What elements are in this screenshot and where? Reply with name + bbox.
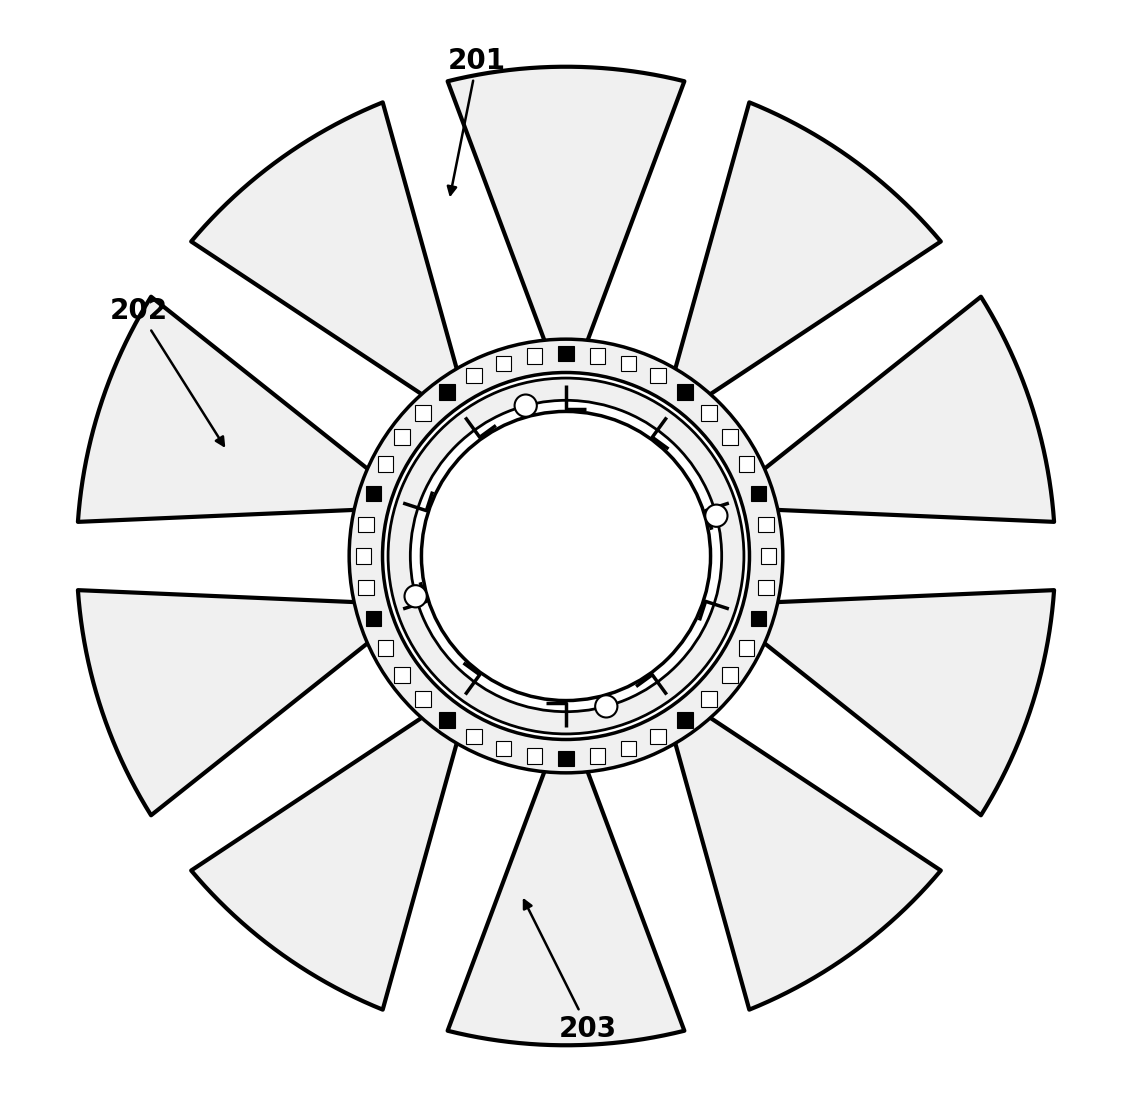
Polygon shape: [590, 348, 606, 364]
Circle shape: [515, 395, 537, 417]
Polygon shape: [758, 579, 773, 595]
Polygon shape: [761, 548, 777, 564]
Polygon shape: [378, 641, 394, 656]
Polygon shape: [366, 486, 381, 502]
Polygon shape: [526, 748, 542, 764]
Polygon shape: [751, 486, 766, 502]
Text: 201: 201: [448, 47, 506, 195]
Polygon shape: [496, 356, 512, 371]
Polygon shape: [359, 517, 374, 533]
Polygon shape: [466, 728, 482, 744]
Polygon shape: [702, 405, 717, 420]
Polygon shape: [746, 297, 1054, 522]
Polygon shape: [394, 667, 410, 683]
Polygon shape: [677, 385, 693, 400]
Polygon shape: [496, 741, 512, 756]
Polygon shape: [758, 517, 773, 533]
Polygon shape: [378, 456, 394, 471]
Polygon shape: [415, 692, 430, 707]
Circle shape: [404, 585, 427, 607]
Circle shape: [595, 695, 617, 717]
Circle shape: [421, 411, 711, 701]
Polygon shape: [722, 429, 738, 445]
Polygon shape: [447, 751, 685, 1045]
Polygon shape: [677, 712, 693, 727]
Polygon shape: [466, 368, 482, 384]
Polygon shape: [590, 748, 606, 764]
Polygon shape: [415, 405, 430, 420]
Polygon shape: [78, 297, 386, 522]
Polygon shape: [650, 728, 666, 744]
Polygon shape: [751, 610, 766, 626]
Polygon shape: [558, 346, 574, 361]
Polygon shape: [738, 641, 754, 656]
Text: 203: 203: [524, 900, 617, 1043]
Polygon shape: [359, 579, 374, 595]
Polygon shape: [526, 348, 542, 364]
Polygon shape: [394, 429, 410, 445]
Polygon shape: [447, 67, 685, 361]
Polygon shape: [355, 548, 371, 564]
Polygon shape: [702, 692, 717, 707]
Polygon shape: [191, 102, 463, 407]
Polygon shape: [738, 456, 754, 471]
Polygon shape: [722, 667, 738, 683]
Polygon shape: [366, 610, 381, 626]
Polygon shape: [558, 751, 574, 766]
Polygon shape: [78, 590, 386, 815]
Polygon shape: [746, 590, 1054, 815]
Circle shape: [705, 505, 728, 527]
Polygon shape: [191, 705, 463, 1010]
Polygon shape: [439, 385, 455, 400]
Polygon shape: [620, 356, 636, 371]
Polygon shape: [439, 712, 455, 727]
Polygon shape: [669, 102, 941, 407]
Polygon shape: [669, 705, 941, 1010]
Polygon shape: [650, 368, 666, 384]
Polygon shape: [620, 741, 636, 756]
Text: 202: 202: [110, 297, 224, 446]
